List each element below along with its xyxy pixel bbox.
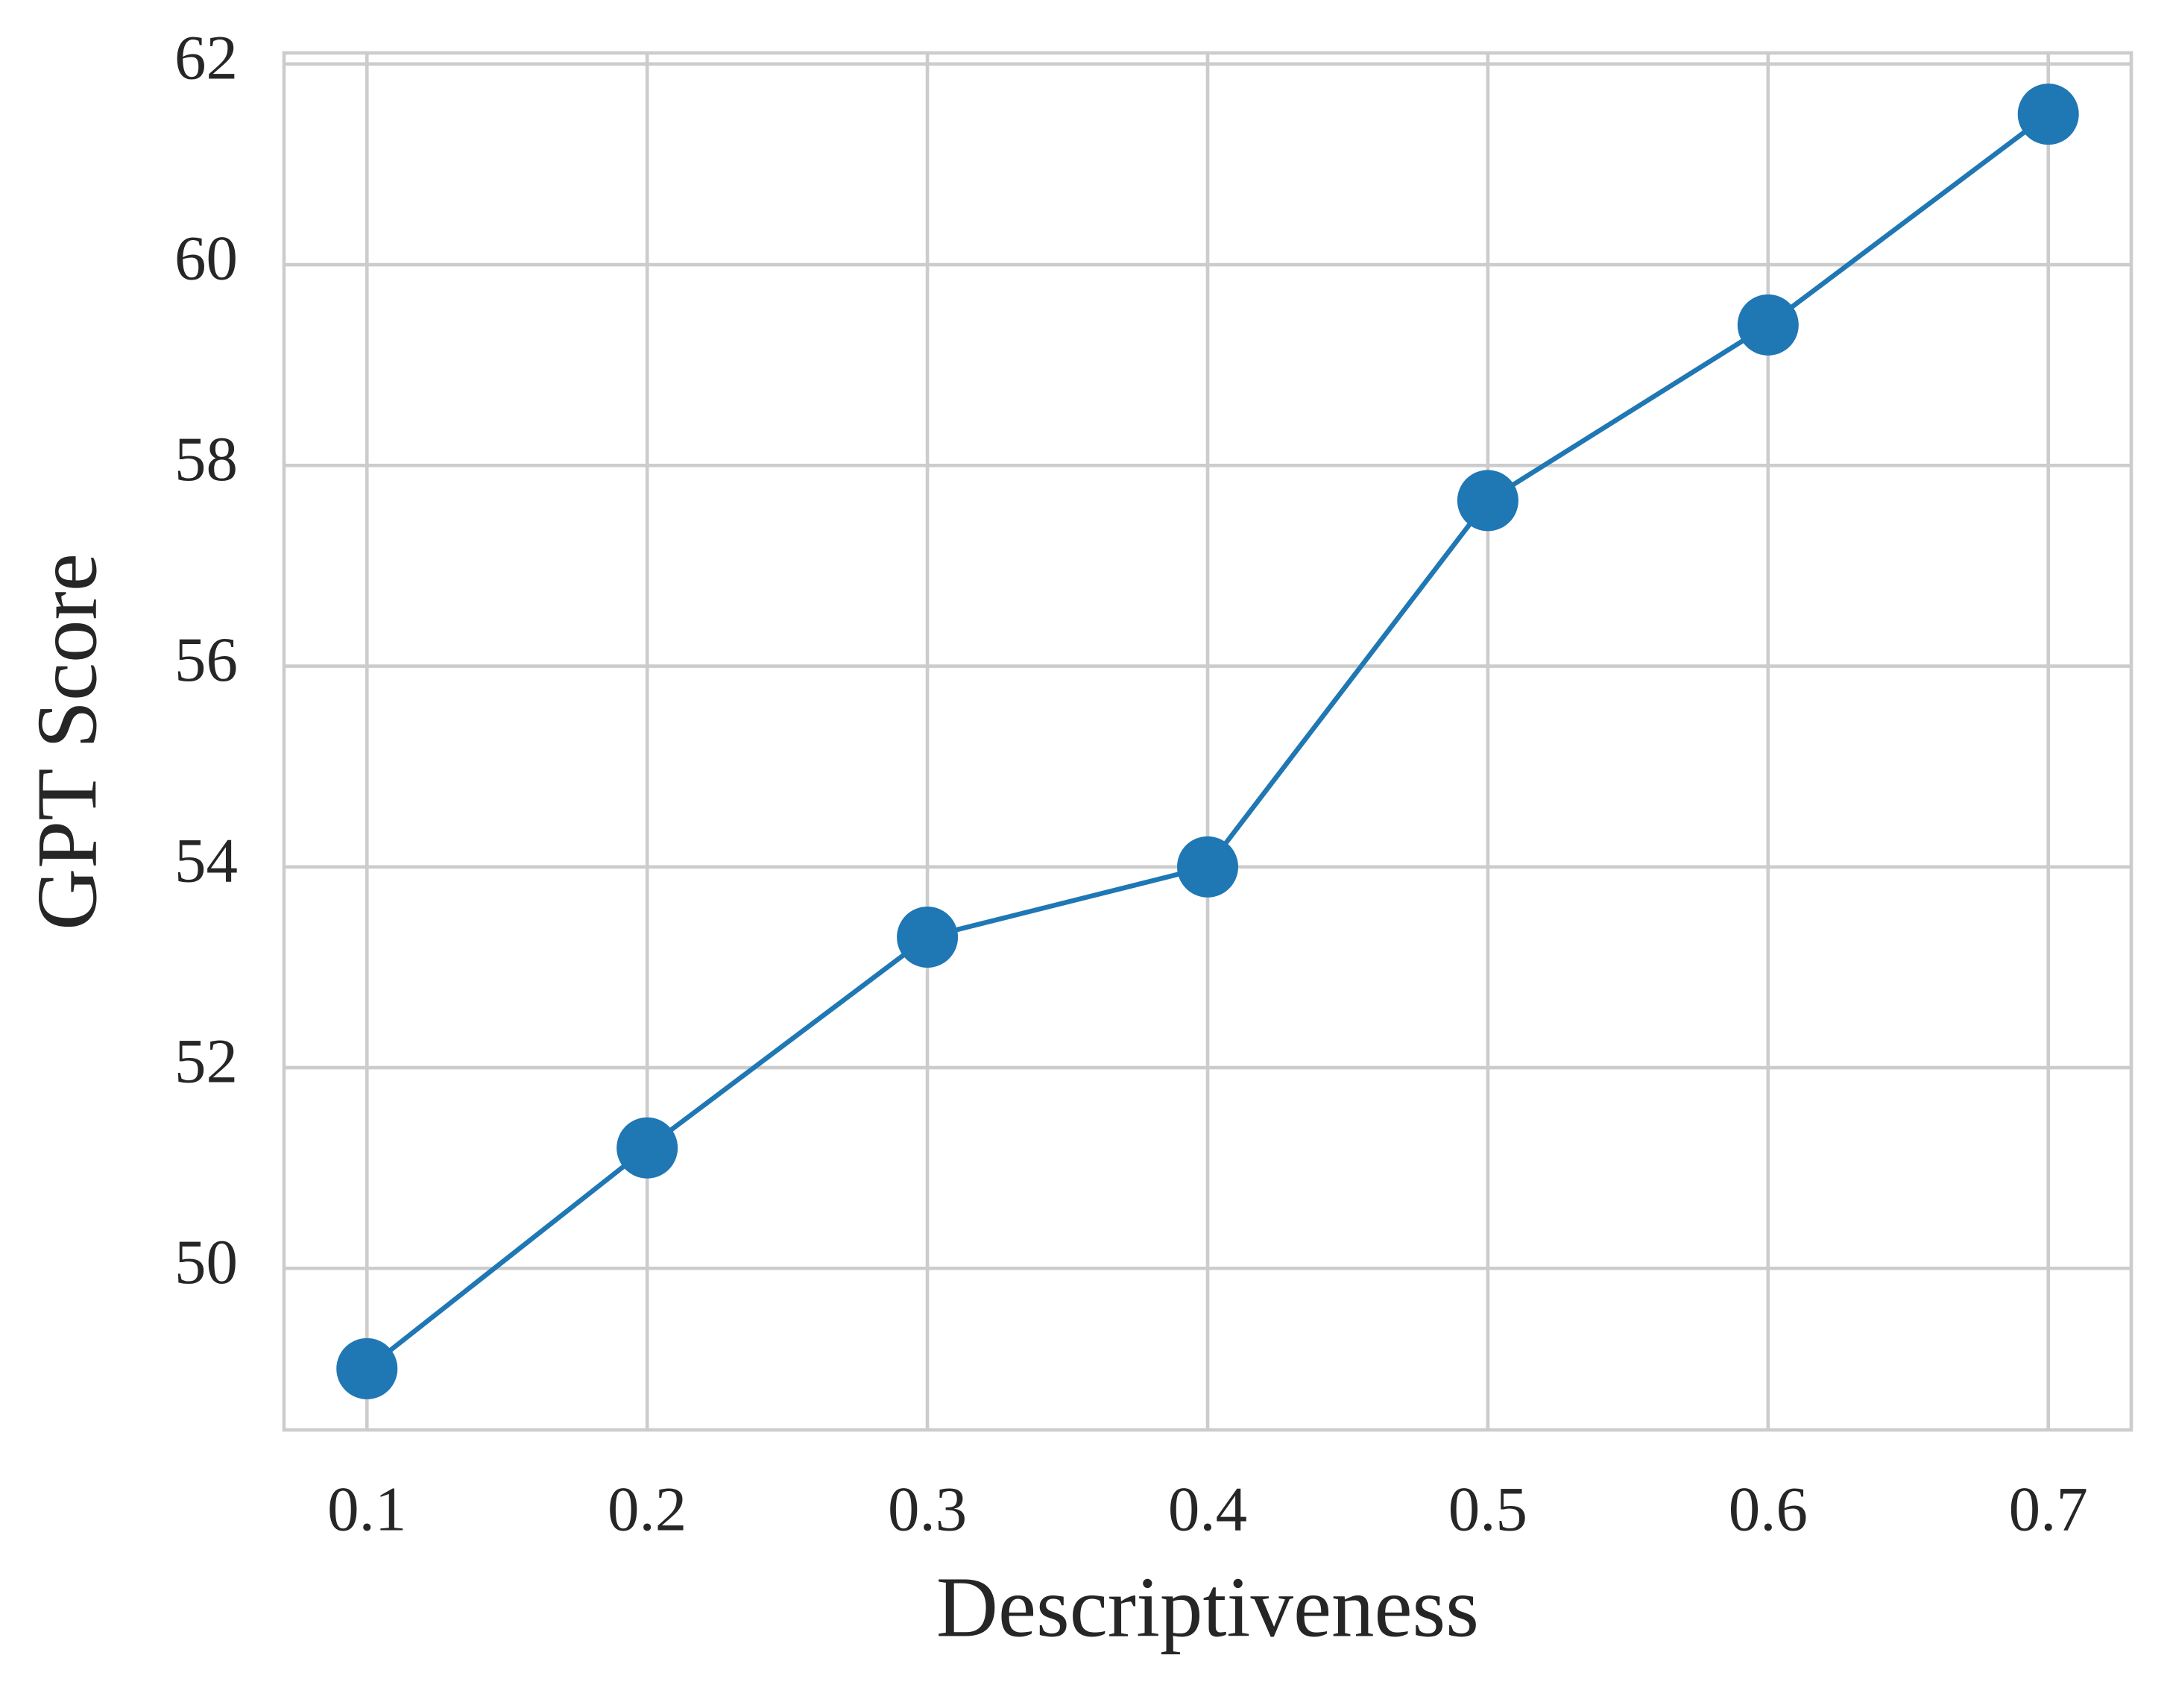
y-tick-label: 58: [174, 424, 238, 494]
data-point: [1177, 836, 1238, 898]
y-tick-label: 52: [174, 1027, 238, 1097]
x-tick-label: 0.5: [1448, 1475, 1527, 1545]
x-tick-label: 0.7: [2009, 1475, 2088, 1545]
y-tick-label: 50: [174, 1227, 238, 1297]
x-tick-label: 0.4: [1168, 1475, 1247, 1545]
y-tick-label: 54: [174, 825, 238, 895]
data-point: [336, 1337, 398, 1399]
x-tick-label: 0.3: [888, 1475, 967, 1545]
x-axis-label: Descriptiveness: [936, 1560, 1479, 1654]
y-axis-label: GPT Score: [19, 553, 114, 930]
data-point: [616, 1117, 678, 1179]
data-point: [1737, 294, 1799, 356]
data-point: [2017, 83, 2079, 145]
plot-frame: [282, 51, 2133, 1432]
y-tick-label: 56: [174, 625, 238, 695]
data-point: [897, 907, 959, 968]
data-point: [1457, 470, 1518, 532]
y-tick-label: 62: [174, 22, 238, 92]
x-tick-label: 0.1: [327, 1475, 406, 1545]
x-tick-label: 0.2: [608, 1475, 687, 1545]
x-tick-label: 0.6: [1729, 1475, 1808, 1545]
y-tick-label: 60: [174, 224, 238, 294]
